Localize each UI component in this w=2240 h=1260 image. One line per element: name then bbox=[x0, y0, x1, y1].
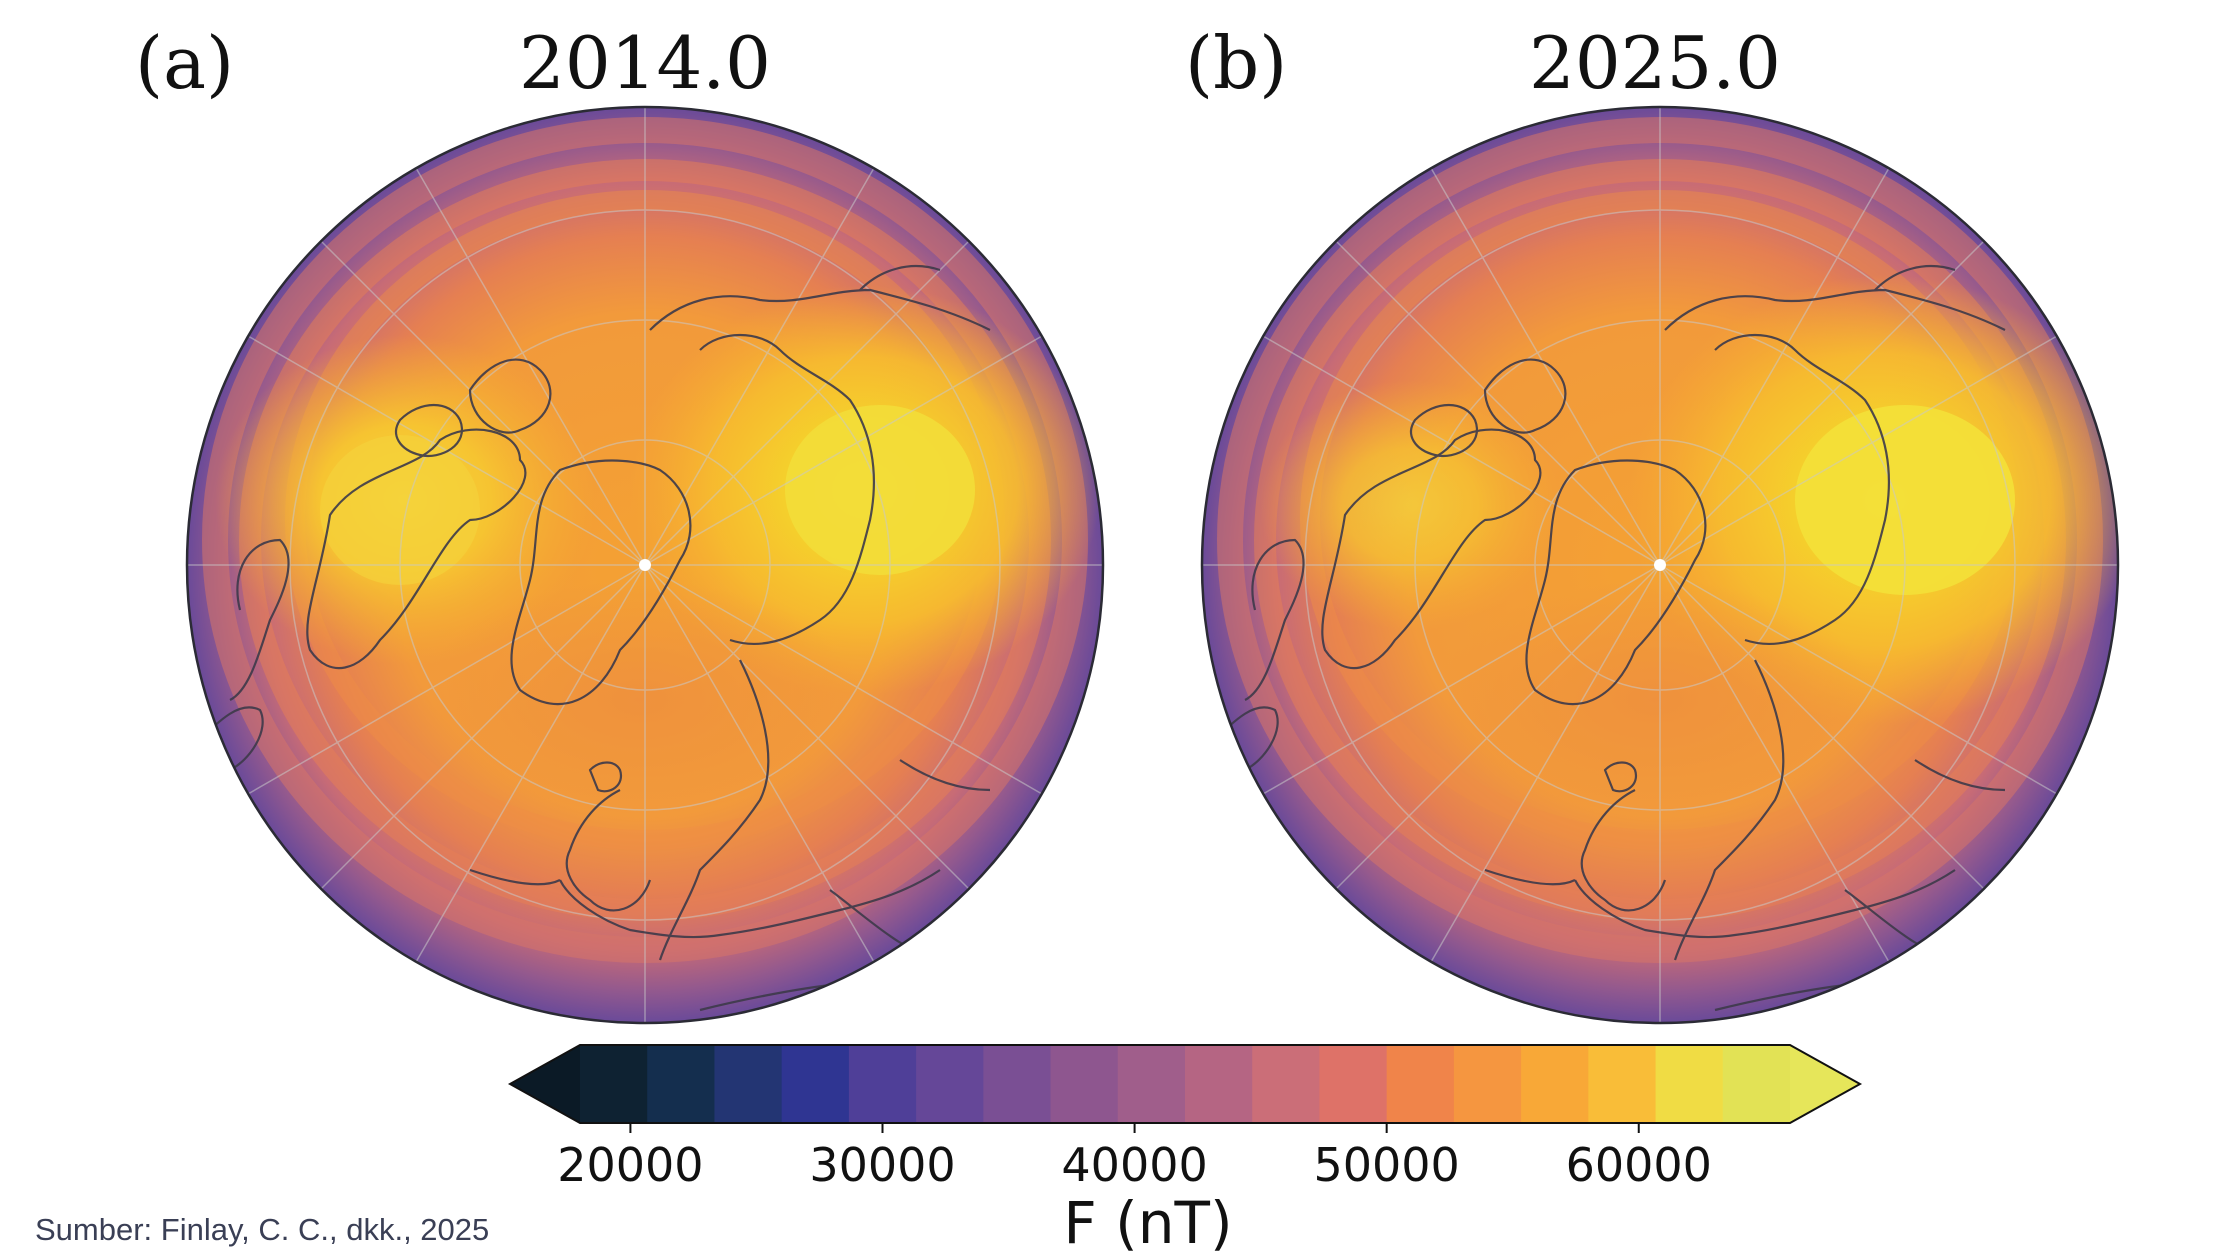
colorbar-bin bbox=[1655, 1045, 1724, 1123]
map-panel-2014 bbox=[185, 105, 1105, 1025]
panel-a-label: (a) bbox=[135, 21, 234, 105]
colorbar-label: F (nT) bbox=[1063, 1189, 1232, 1257]
source-credit: Sumber: Finlay, C. C., dkk., 2025 bbox=[35, 1212, 489, 1247]
colorbar-outline bbox=[507, 1044, 1863, 1124]
colorbar-tick-label: 50000 bbox=[1313, 1138, 1459, 1192]
colorbar-tick-label: 20000 bbox=[557, 1138, 703, 1192]
north-pole-marker bbox=[1654, 559, 1666, 571]
globe-outline bbox=[1200, 105, 2120, 1025]
colorbar-bin bbox=[647, 1045, 716, 1123]
colorbar: 20000 30000 40000 50000 60000 bbox=[507, 1044, 1863, 1192]
colorbar-bin bbox=[580, 1045, 648, 1123]
colorbar-bin bbox=[916, 1045, 984, 1123]
colorbar-bin bbox=[1521, 1045, 1589, 1123]
colorbar-bin bbox=[1386, 1045, 1455, 1123]
coastlines bbox=[199, 265, 991, 1012]
colorbar-bin bbox=[1722, 1045, 1791, 1123]
colorbar-bin bbox=[1117, 1045, 1186, 1123]
colorbar-bin bbox=[983, 1045, 1052, 1123]
panel-a-title: 2014.0 bbox=[519, 21, 771, 105]
colorbar-bin bbox=[1252, 1045, 1321, 1123]
colorbar-extend-under bbox=[510, 1045, 580, 1123]
colorbar-extend-over bbox=[1790, 1045, 1860, 1123]
colorbar-bin bbox=[1588, 1045, 1657, 1123]
canadian-maximum bbox=[1260, 380, 1560, 630]
colorbar-tick-label: 40000 bbox=[1061, 1138, 1207, 1192]
colorbar-bin bbox=[781, 1045, 850, 1123]
colorbar-bin bbox=[1185, 1045, 1253, 1123]
colorbar-bin bbox=[1050, 1045, 1119, 1123]
colorbar-tick-label: 60000 bbox=[1566, 1138, 1712, 1192]
panel-b-label: (b) bbox=[1185, 21, 1287, 105]
colorbar-bin bbox=[1453, 1045, 1522, 1123]
colorbar-bin bbox=[848, 1045, 917, 1123]
colorbar-bin bbox=[1319, 1045, 1388, 1123]
colorbar-tick-label: 30000 bbox=[809, 1138, 955, 1192]
map-panel-2025 bbox=[1200, 105, 2120, 1025]
globe-outline bbox=[185, 105, 1105, 1025]
panel-b-title: 2025.0 bbox=[1529, 21, 1781, 105]
colorbar-bin bbox=[714, 1045, 783, 1123]
north-pole-marker bbox=[639, 559, 651, 571]
